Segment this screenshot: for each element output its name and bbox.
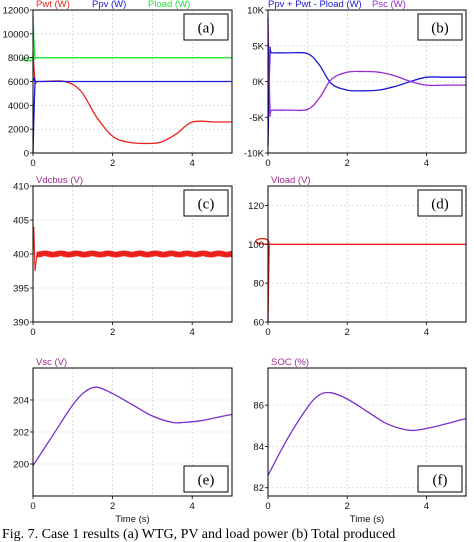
y-tick-label: 6000 <box>8 77 29 88</box>
panel-label: (b) <box>431 21 449 37</box>
series-line-vload-v <box>254 237 466 323</box>
series-line-pwt-w <box>32 51 232 145</box>
legend-entry: Vload (V) <box>271 175 311 186</box>
x-tick-label: 4 <box>190 327 195 338</box>
x-tick-label: 4 <box>190 501 195 512</box>
series-line-vdcbus-v <box>32 226 233 272</box>
y-tick-label: 86 <box>253 401 264 412</box>
y-tick-label: 120 <box>248 201 264 212</box>
y-tick-label: 100 <box>248 240 264 251</box>
legend-entry: Pload (W) <box>148 0 190 10</box>
y-tick-label: 8000 <box>8 53 29 64</box>
y-tick-label: 10K <box>247 6 265 17</box>
y-tick-label: 395 <box>13 284 29 295</box>
x-tick-label: 2 <box>345 158 350 169</box>
y-tick-label: 200 <box>13 460 29 471</box>
y-tick-label: 82 <box>253 483 264 494</box>
x-tick-label: 0 <box>265 158 270 169</box>
y-tick-label: 2000 <box>8 125 29 136</box>
x-tick-label: 2 <box>345 327 350 338</box>
x-tick-label: 2 <box>110 158 115 169</box>
x-tick-label: 4 <box>424 501 429 512</box>
y-tick-label: 0 <box>24 149 29 160</box>
legend-entry: Vdcbus (V) <box>36 175 83 186</box>
legend-entry: Ppv (W) <box>92 0 126 10</box>
x-tick-label: 2 <box>110 501 115 512</box>
legend-entry: SOC (%) <box>271 357 309 368</box>
y-tick-label: 10000 <box>3 29 29 40</box>
x-tick-label: 2 <box>110 327 115 338</box>
panel-label-box <box>417 189 463 217</box>
x-tick-label: 0 <box>265 327 270 338</box>
x-tick-label: 0 <box>265 501 270 512</box>
y-tick-label: 405 <box>13 216 29 227</box>
panel-label: (e) <box>198 473 215 489</box>
plot-frame <box>267 367 467 497</box>
panel-label-box <box>183 189 229 217</box>
x-axis-label: Time (s) <box>350 514 384 525</box>
panel-label-box <box>417 13 463 41</box>
legend-entry: Pwt (W) <box>36 0 70 10</box>
panel-label: (d) <box>431 197 449 213</box>
legend-entry: Vsc (V) <box>36 357 67 368</box>
y-tick-label: 204 <box>13 396 29 407</box>
series-line-pload-w <box>21 15 232 62</box>
series-line-soc <box>267 391 467 476</box>
panel-label-box <box>183 465 229 493</box>
y-tick-label: 4000 <box>8 101 29 112</box>
x-tick-label: 0 <box>30 501 35 512</box>
panel-label-box <box>183 13 229 41</box>
y-tick-label: 400 <box>13 250 29 261</box>
series-line-ppv-w <box>32 77 232 154</box>
series-line-ppv-pwt-pload-w <box>267 46 467 146</box>
x-axis-label: Time (s) <box>115 514 149 525</box>
x-tick-label: 0 <box>30 158 35 169</box>
y-tick-label: 5K <box>252 41 264 52</box>
x-tick-label: 4 <box>424 158 429 169</box>
y-tick-label: 202 <box>13 428 29 439</box>
panel-label-box <box>417 465 463 493</box>
panel-label: (a) <box>198 21 215 37</box>
x-tick-label: 4 <box>424 327 429 338</box>
y-tick-label: 390 <box>13 318 29 329</box>
x-tick-label: 4 <box>190 158 195 169</box>
y-tick-label: -10K <box>244 149 265 160</box>
x-tick-label: 0 <box>30 327 35 338</box>
figure-caption: Fig. 7. Case 1 results (a) WTG, PV and l… <box>2 528 396 542</box>
series-line-vsc-v <box>32 386 233 466</box>
panel-label: (f) <box>433 473 448 489</box>
panel-label: (c) <box>198 197 215 213</box>
y-tick-label: -5K <box>249 113 264 124</box>
legend-entry: Psc (W) <box>372 0 406 10</box>
plot-frame <box>267 185 467 323</box>
y-tick-label: 0K <box>252 77 264 88</box>
y-tick-label: 60 <box>253 318 264 329</box>
x-tick-label: 2 <box>345 501 350 512</box>
y-tick-label: 80 <box>253 279 264 290</box>
legend-entry: Ppv + Pwt - Pload (W) <box>268 0 362 10</box>
series-line-psc-w <box>267 17 466 117</box>
y-tick-label: 84 <box>253 442 264 453</box>
y-tick-label: 12000 <box>3 6 29 17</box>
y-tick-label: 410 <box>13 182 29 193</box>
